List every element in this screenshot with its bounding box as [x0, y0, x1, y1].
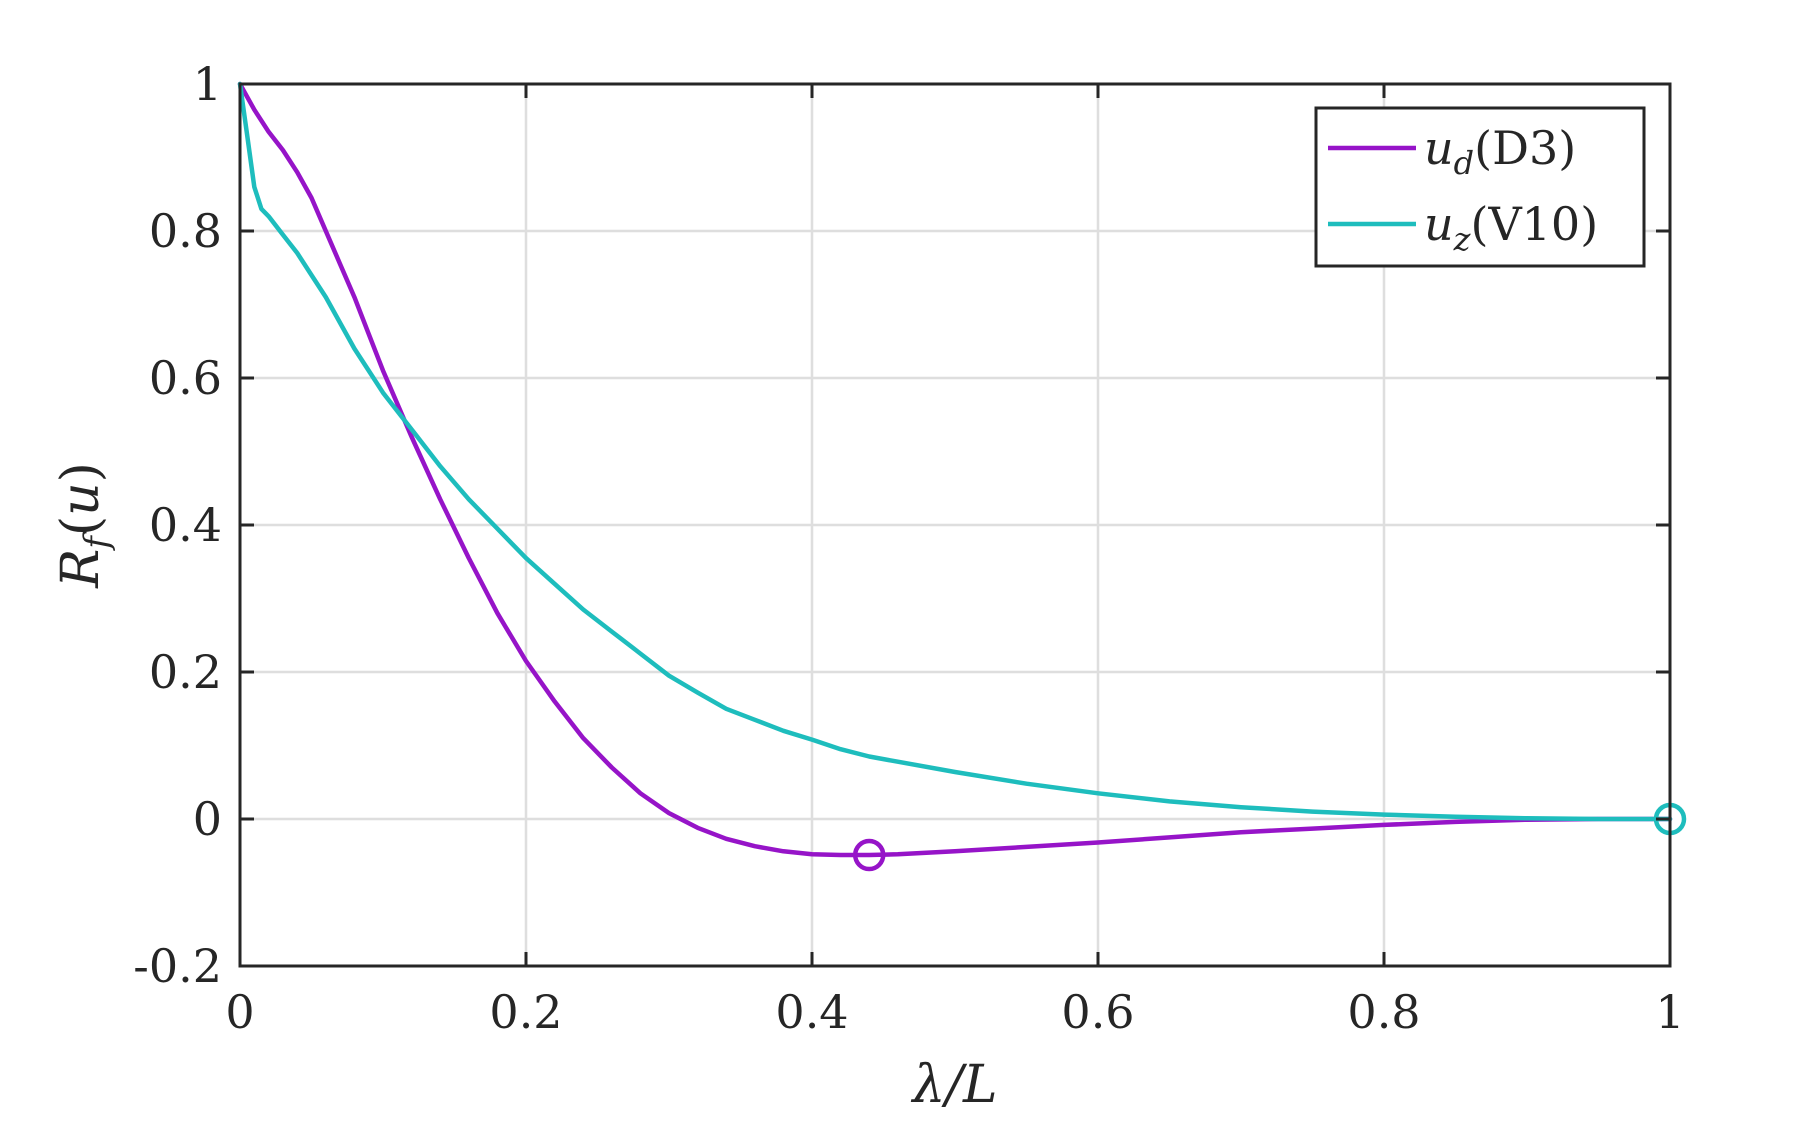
x-tick-label: 1 [1655, 985, 1684, 1039]
y-tick-labels: -0.2 0 0.2 0.4 0.6 0.8 1 [133, 57, 222, 993]
y-tick-label: 1 [193, 57, 222, 111]
x-tick-label: 0.6 [1061, 985, 1134, 1039]
y-tick-label: 0.6 [149, 351, 222, 405]
series-line-1 [237, 81, 1673, 822]
y-tick-label: 0.2 [149, 645, 222, 699]
legend: ud(D3) uz(V10) [1314, 106, 1646, 268]
x-tick-label: 0.2 [489, 985, 562, 1039]
y-axis-label: Rf(u) [51, 462, 117, 589]
x-tick-labels: 0 0.2 0.4 0.6 0.8 1 [225, 985, 1684, 1039]
legend-box [1314, 106, 1646, 268]
series-marker-0 [852, 838, 886, 872]
legend-label-0: ud(D3) [1424, 121, 1576, 182]
x-tick-label: 0 [225, 985, 254, 1039]
y-tick-label: 0 [193, 792, 222, 846]
y-tick-label: 0.8 [149, 204, 222, 258]
x-tick-label: 0.8 [1347, 985, 1420, 1039]
y-tick-label: 0.4 [149, 498, 222, 552]
y-tick-label: -0.2 [133, 939, 222, 993]
x-tick-label: 0.4 [775, 985, 848, 1039]
x-axis-label: λ/L [910, 1055, 997, 1115]
axis-ticks [238, 82, 1672, 968]
legend-label-1: uz(V10) [1424, 197, 1598, 258]
series-line-0 [237, 81, 1673, 858]
